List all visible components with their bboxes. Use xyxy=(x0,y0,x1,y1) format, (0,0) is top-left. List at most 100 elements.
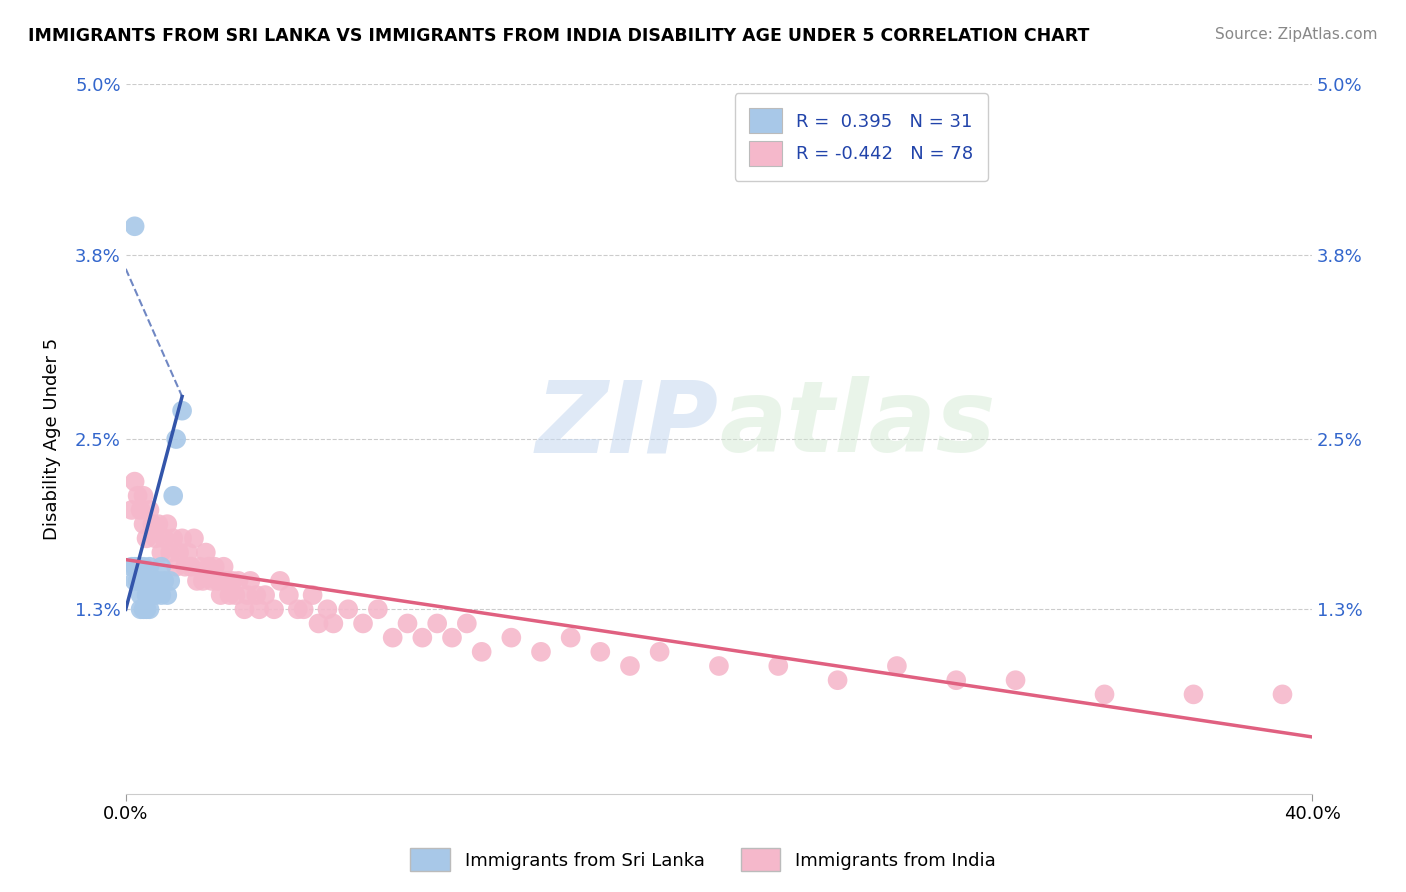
Point xyxy=(150,559,173,574)
Point xyxy=(1271,687,1294,701)
Point xyxy=(138,602,160,616)
Point xyxy=(228,574,250,588)
Point xyxy=(471,645,494,659)
Text: Source: ZipAtlas.com: Source: ZipAtlas.com xyxy=(1215,27,1378,42)
Point xyxy=(153,532,176,546)
Point xyxy=(381,631,404,645)
Point xyxy=(153,574,176,588)
Point xyxy=(135,602,157,616)
Point xyxy=(188,559,211,574)
Point xyxy=(233,602,256,616)
Point xyxy=(132,517,155,532)
Point xyxy=(138,503,160,517)
Point xyxy=(1094,687,1116,701)
Point xyxy=(135,588,157,602)
Point xyxy=(191,574,214,588)
Point xyxy=(127,559,149,574)
Point xyxy=(886,659,908,673)
Point xyxy=(1182,687,1205,701)
Point xyxy=(129,588,152,602)
Point xyxy=(440,631,463,645)
Point xyxy=(337,602,360,616)
Point xyxy=(141,588,163,602)
Point xyxy=(145,588,167,602)
Point xyxy=(135,574,157,588)
Point xyxy=(132,602,155,616)
Point xyxy=(194,545,217,559)
Point xyxy=(180,559,202,574)
Point xyxy=(287,602,309,616)
Point xyxy=(174,559,197,574)
Point xyxy=(124,559,146,574)
Point xyxy=(501,631,523,645)
Text: IMMIGRANTS FROM SRI LANKA VS IMMIGRANTS FROM INDIA DISABILITY AGE UNDER 5 CORREL: IMMIGRANTS FROM SRI LANKA VS IMMIGRANTS … xyxy=(28,27,1090,45)
Point xyxy=(159,545,181,559)
Point xyxy=(352,616,374,631)
Point xyxy=(145,574,167,588)
Point xyxy=(172,532,194,546)
Point xyxy=(316,602,339,616)
Point xyxy=(124,475,146,489)
Point xyxy=(156,517,179,532)
Point xyxy=(619,659,641,673)
Point xyxy=(367,602,389,616)
Point xyxy=(768,659,790,673)
Point xyxy=(1004,673,1026,688)
Point xyxy=(156,588,179,602)
Point xyxy=(827,673,849,688)
Point xyxy=(589,645,612,659)
Text: atlas: atlas xyxy=(718,376,995,474)
Point xyxy=(127,489,149,503)
Point xyxy=(322,616,344,631)
Point xyxy=(167,545,190,559)
Point xyxy=(247,602,270,616)
Point xyxy=(648,645,671,659)
Point xyxy=(127,574,149,588)
Point xyxy=(212,559,235,574)
Point xyxy=(150,588,173,602)
Point xyxy=(132,559,155,574)
Point xyxy=(236,588,259,602)
Point xyxy=(121,559,143,574)
Point xyxy=(186,574,208,588)
Point xyxy=(148,517,170,532)
Point xyxy=(277,588,299,602)
Point xyxy=(560,631,582,645)
Point xyxy=(308,616,330,631)
Point xyxy=(177,545,200,559)
Point xyxy=(165,559,187,574)
Point xyxy=(162,532,184,546)
Point xyxy=(301,588,323,602)
Point xyxy=(141,517,163,532)
Point xyxy=(221,574,243,588)
Point xyxy=(456,616,478,631)
Point xyxy=(411,631,433,645)
Point xyxy=(150,545,173,559)
Point xyxy=(129,503,152,517)
Point xyxy=(204,559,226,574)
Point xyxy=(183,532,205,546)
Point xyxy=(135,532,157,546)
Point xyxy=(132,489,155,503)
Point xyxy=(159,574,181,588)
Point xyxy=(138,574,160,588)
Point xyxy=(224,588,246,602)
Point xyxy=(124,574,146,588)
Point xyxy=(263,602,285,616)
Point xyxy=(209,588,232,602)
Y-axis label: Disability Age Under 5: Disability Age Under 5 xyxy=(44,338,60,541)
Point xyxy=(145,532,167,546)
Point xyxy=(218,588,240,602)
Legend: R =  0.395   N = 31, R = -0.442   N = 78: R = 0.395 N = 31, R = -0.442 N = 78 xyxy=(735,94,988,181)
Point xyxy=(162,489,184,503)
Point xyxy=(165,432,187,446)
Point xyxy=(426,616,449,631)
Point xyxy=(132,574,155,588)
Point xyxy=(292,602,315,616)
Point xyxy=(141,574,163,588)
Point xyxy=(124,219,146,234)
Point xyxy=(198,559,221,574)
Point xyxy=(121,503,143,517)
Point xyxy=(239,574,262,588)
Point xyxy=(201,574,224,588)
